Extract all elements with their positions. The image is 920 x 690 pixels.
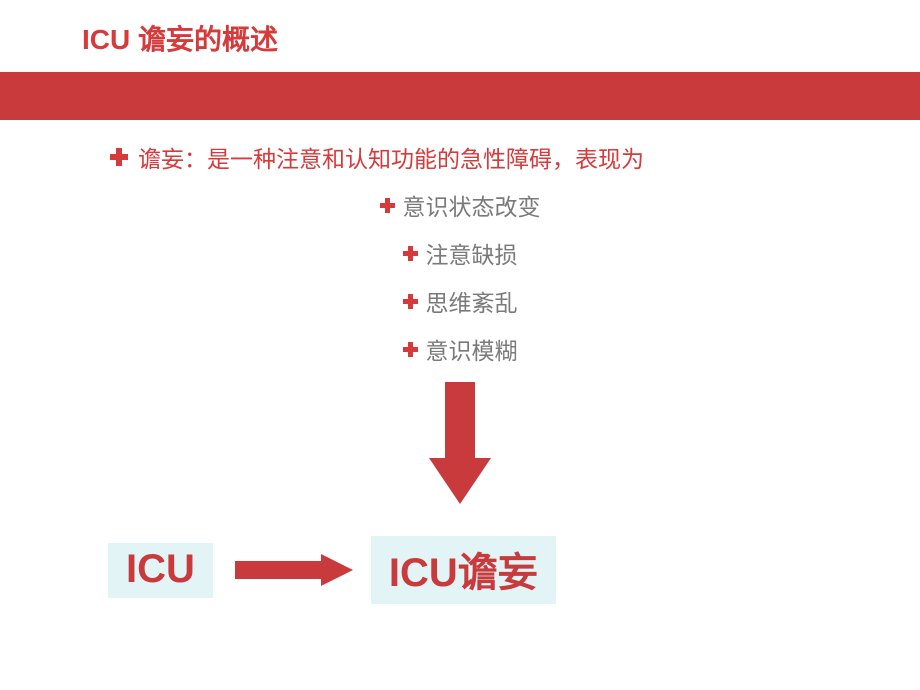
plus-icon <box>403 246 418 261</box>
plus-icon <box>403 294 418 309</box>
bottom-flow: ICU ICU谵妄 <box>108 536 556 604</box>
plus-icon <box>380 198 395 213</box>
plus-icon <box>110 148 128 166</box>
bullet-text: 意识状态改变 <box>403 188 541 222</box>
bullet-row: 注意缺损 <box>0 236 920 270</box>
content-area: 谵妄：是一种注意和认知功能的急性障碍，表现为 意识状态改变 注意缺损 思维紊乱 … <box>0 140 920 380</box>
down-arrow-icon <box>429 382 491 504</box>
bullet-text: 意识模糊 <box>426 332 518 366</box>
box-icu-delirium: ICU谵妄 <box>371 536 556 604</box>
bullet-text: 注意缺损 <box>426 236 518 270</box>
bullet-text: 思维紊乱 <box>426 284 518 318</box>
down-arrow-container <box>0 382 920 504</box>
header-band <box>0 72 920 120</box>
right-arrow-icon <box>235 554 353 586</box>
box-icu: ICU <box>108 543 213 598</box>
definition-line: 谵妄：是一种注意和认知功能的急性障碍，表现为 <box>0 140 920 174</box>
plus-icon <box>403 342 418 357</box>
definition-text: 谵妄：是一种注意和认知功能的急性障碍，表现为 <box>138 140 644 174</box>
slide-title: ICU 谵妄的概述 <box>82 18 920 58</box>
bullet-row: 意识模糊 <box>0 332 920 366</box>
bullet-row: 意识状态改变 <box>0 188 920 222</box>
bullet-row: 思维紊乱 <box>0 284 920 318</box>
